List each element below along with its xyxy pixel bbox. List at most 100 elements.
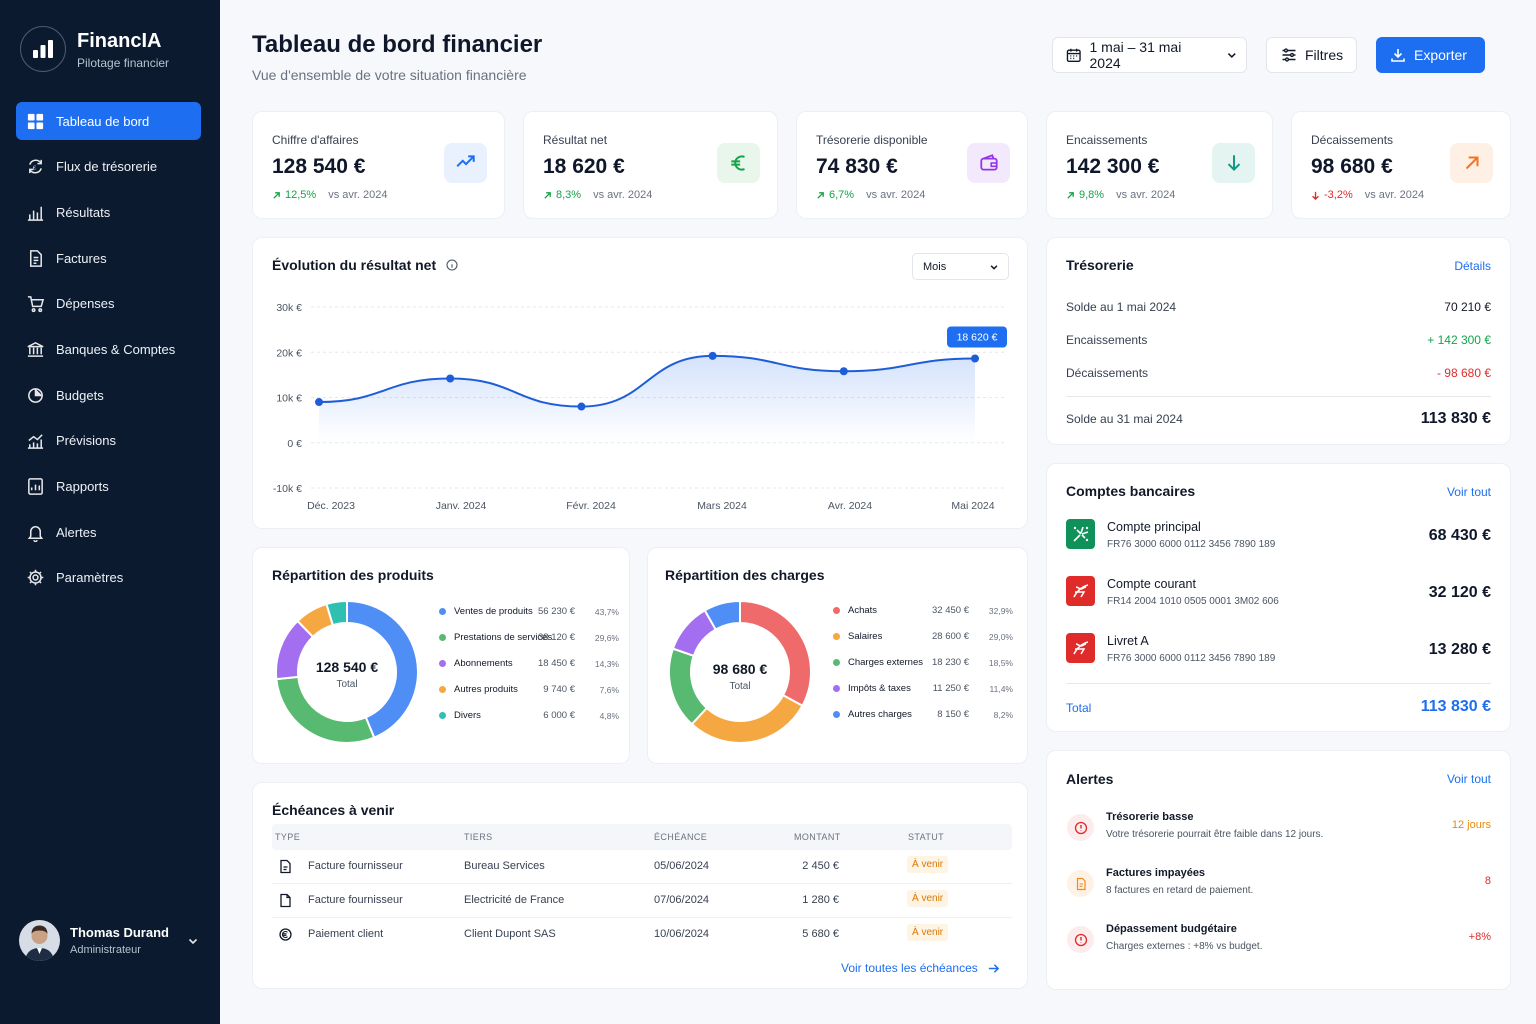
- alert-item[interactable]: Trésorerie basse Votre trésorerie pourra…: [1066, 811, 1491, 855]
- nav-item-alertes[interactable]: Alertes: [16, 513, 201, 551]
- account-name: Compte principal: [1107, 520, 1201, 534]
- filters-label: Filtres: [1305, 47, 1344, 63]
- nav-item-banques-comptes[interactable]: Banques & Comptes: [16, 330, 201, 368]
- charges-donut-chart: [668, 599, 812, 744]
- alert-item[interactable]: Factures impayées 8 factures en retard d…: [1066, 867, 1491, 911]
- nav-label: Tableau de bord: [56, 113, 150, 129]
- row-value: - 98 680 €: [1436, 366, 1491, 380]
- sidebar: FinancIA Pilotage financier Tableau de b…: [0, 0, 220, 1024]
- legend-item: Impôts & taxes 11 250 € 11,4%: [833, 683, 1013, 694]
- legend-percent: 29,6%: [594, 632, 619, 643]
- alert-description: Votre trésorerie pourrait être faible da…: [1106, 829, 1324, 840]
- row-label: Solde au 1 mai 2024: [1066, 300, 1177, 314]
- kpi-card[interactable]: Décaissements 98 680 € -3,2% vs avr. 202…: [1291, 111, 1511, 219]
- kpi-label: Trésorerie disponible: [816, 133, 928, 147]
- donut-slice[interactable]: [703, 599, 741, 631]
- kpi-card[interactable]: Résultat net 18 620 € 8,3% vs avr. 2024: [523, 111, 778, 219]
- legend-amount: 11 250 €: [932, 683, 969, 694]
- account-balance: 13 280 €: [1428, 641, 1491, 658]
- charges-title: Répartition des charges: [665, 567, 825, 583]
- cell-type: Paiement client: [308, 928, 384, 940]
- kpi-delta: 12,5% vs avr. 2024: [272, 189, 388, 201]
- row-value: 70 210 €: [1444, 300, 1491, 314]
- info-icon[interactable]: [446, 259, 458, 271]
- accounts-see-all-link[interactable]: Voir tout: [1446, 485, 1491, 499]
- kpi-label: Résultat net: [543, 133, 608, 147]
- kpi-card[interactable]: Trésorerie disponible 74 830 € 6,7% vs a…: [796, 111, 1028, 219]
- export-button[interactable]: Exporter: [1376, 37, 1485, 73]
- alert-item[interactable]: Dépassement budgétaire Charges externes …: [1066, 923, 1491, 967]
- donut-slice[interactable]: [325, 599, 348, 627]
- kpi-delta: 9,8% vs avr. 2024: [1066, 189, 1175, 201]
- bank-account-row[interactable]: Livret A FR76 3000 6000 0112 3456 7890 1…: [1066, 633, 1491, 677]
- nav-item-flux-de-tresorerie[interactable]: € Flux de trésorerie: [16, 148, 201, 186]
- x-tick-label: Déc. 2023: [307, 500, 355, 512]
- bank-account-row[interactable]: Compte principal FR76 3000 6000 0112 345…: [1066, 519, 1491, 563]
- nav-item-tableau-de-bord[interactable]: Tableau de bord: [16, 102, 201, 140]
- data-point[interactable]: [315, 398, 323, 407]
- table-row[interactable]: Facture fournisseur Electricité de Franc…: [272, 884, 1012, 918]
- data-point[interactable]: [971, 354, 979, 363]
- alert-description: 8 factures en retard de paiement.: [1106, 885, 1254, 896]
- arrow-up-icon: [544, 191, 551, 199]
- alerts-see-all-link[interactable]: Voir tout: [1446, 772, 1491, 786]
- data-point[interactable]: [577, 402, 586, 411]
- nav-label: Résultats: [56, 204, 111, 220]
- col-header-montant: MONTANT: [794, 832, 841, 842]
- filters-button[interactable]: Filtres: [1266, 37, 1357, 73]
- cell-type: Facture fournisseur: [308, 894, 403, 906]
- legend-swatch: [833, 711, 840, 718]
- treasury-row-in: Encaissements + 142 300 €: [1066, 333, 1491, 347]
- legend-swatch: [439, 608, 446, 615]
- bank-account-row[interactable]: Compte courant FR14 2004 1010 0505 0001 …: [1066, 576, 1491, 620]
- upcoming-payments-card: Échéances à venir TYPE TIERS ÉCHÉANCE MO…: [252, 782, 1028, 989]
- data-point[interactable]: [708, 351, 717, 360]
- y-tick-label: 0 €: [287, 438, 302, 450]
- y-tick-label: 10k €: [276, 393, 302, 405]
- date-range-value: 1 mai – 31 mai 2024: [1089, 39, 1182, 71]
- warning-icon: [1067, 814, 1094, 841]
- nav-item-factures[interactable]: Factures: [16, 239, 201, 277]
- user-menu[interactable]: Thomas Durand Administrateur: [19, 920, 199, 961]
- table-row[interactable]: Facture fournisseur Bureau Services 05/0…: [272, 850, 1012, 884]
- data-point[interactable]: [839, 367, 848, 376]
- products-total: 128 540 €: [315, 659, 379, 675]
- account-iban: FR14 2004 1010 0505 0001 3M02 606: [1107, 596, 1279, 607]
- table-row[interactable]: Paiement client Client Dupont SAS 10/06/…: [272, 918, 1012, 952]
- nav-item-rapports[interactable]: Rapports: [16, 468, 201, 506]
- payment-icon: [279, 928, 292, 941]
- see-all-payments-link[interactable]: Voir toutes les échéances: [841, 961, 1000, 975]
- account-balance: 32 120 €: [1428, 584, 1491, 601]
- data-point[interactable]: [446, 374, 455, 383]
- invoice-alert-icon: [1067, 870, 1094, 897]
- kpi-comparison: vs avr. 2024: [1364, 189, 1425, 201]
- donut-slice[interactable]: [690, 693, 804, 744]
- nav-item-budgets[interactable]: Budgets: [16, 376, 201, 414]
- legend-amount: 8 150 €: [937, 709, 969, 720]
- row-label: Décaissements: [1066, 366, 1149, 380]
- period-select[interactable]: Mois: [912, 253, 1009, 280]
- chevron-down-icon: [1228, 52, 1237, 59]
- brand[interactable]: FinancIA Pilotage financier: [20, 26, 169, 72]
- nav-item-parametres[interactable]: Paramètres: [16, 559, 201, 597]
- date-range-picker[interactable]: 1 mai – 31 mai 2024: [1052, 37, 1247, 73]
- nav-item-previsions[interactable]: Prévisions: [16, 422, 201, 460]
- legend-percent: 11,4%: [989, 683, 1013, 694]
- treasury-details-link[interactable]: Détails: [1454, 259, 1491, 273]
- cell-date: 07/06/2024: [654, 894, 710, 906]
- nav-item-depenses[interactable]: Dépenses: [16, 285, 201, 323]
- cart-icon: [27, 296, 45, 313]
- legend-item: Abonnements 18 450 € 14,3%: [439, 658, 619, 669]
- accounts-total: 113 830 €: [1420, 698, 1491, 715]
- kpi-delta-value: 12,5%: [285, 189, 317, 201]
- col-header-statut: STATUT: [908, 832, 945, 842]
- row-label: Encaissements: [1066, 333, 1148, 347]
- kpi-card[interactable]: Chiffre d'affaires 128 540 € 12,5% vs av…: [252, 111, 505, 219]
- nav-item-resultats[interactable]: Résultats: [16, 193, 201, 231]
- kpi-comparison: vs avr. 2024: [1116, 189, 1176, 201]
- wallet-icon: [967, 143, 1010, 183]
- chart-area: [319, 355, 975, 443]
- cell-tiers: Electricité de France: [464, 894, 565, 906]
- budget-alert-icon: [1067, 926, 1094, 953]
- kpi-card[interactable]: Encaissements 142 300 € 9,8% vs avr. 202…: [1046, 111, 1273, 219]
